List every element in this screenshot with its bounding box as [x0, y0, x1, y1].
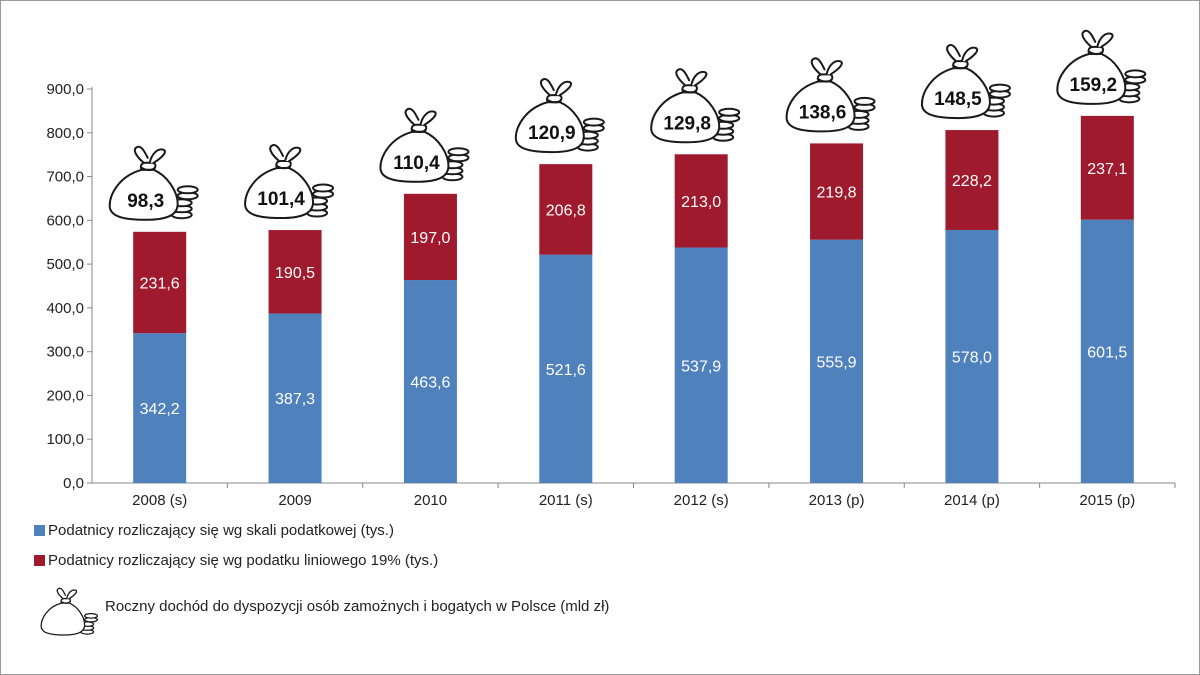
data-label-liniowy: 219,8 — [817, 185, 857, 202]
bag-value-label: 138,6 — [799, 102, 847, 123]
bar-segment-skala — [945, 229, 999, 483]
data-label-liniowy: 206,8 — [546, 202, 586, 219]
data-label-skala: 463,6 — [410, 375, 450, 392]
x-tick-label: 2013 (p) — [809, 492, 865, 509]
bar-segment-skala — [268, 313, 322, 483]
legend-item-liniowy: Podatnicy rozliczający się wg podatku li… — [34, 552, 438, 569]
legend-label-bag: Roczny dochód do dyspozycji osób zamożny… — [105, 598, 610, 615]
data-label-liniowy: 228,2 — [952, 173, 992, 190]
legend-label-liniowy: Podatnicy rozliczający się wg podatku li… — [48, 552, 439, 569]
bar-segment-liniowy — [945, 130, 999, 230]
bar-segment-skala — [539, 254, 593, 483]
y-tick-label: 300,0 — [46, 344, 84, 361]
legend-item-skala: Podatnicy rozliczający się wg skali poda… — [34, 522, 394, 539]
data-label-skala: 342,2 — [140, 401, 180, 418]
data-label-liniowy: 197,0 — [410, 230, 450, 247]
x-tick-label: 2008 (s) — [132, 492, 187, 509]
legend-swatch-blue — [34, 525, 45, 536]
bar-segment-liniowy — [133, 231, 187, 334]
bar-segment-skala — [674, 247, 728, 483]
data-label-skala: 387,3 — [275, 391, 315, 408]
x-tick-label: 2012 (s) — [674, 492, 729, 509]
x-tick-label: 2015 (p) — [1079, 492, 1135, 509]
bar-segment-liniowy — [674, 154, 728, 248]
y-tick-label: 200,0 — [46, 387, 84, 404]
y-tick-label: 600,0 — [46, 212, 84, 229]
bag-value-label: 101,4 — [257, 189, 305, 210]
y-tick-label: 0,0 — [63, 475, 84, 492]
x-tick-label: 2014 (p) — [944, 492, 1000, 509]
data-label-skala: 578,0 — [952, 349, 992, 366]
y-tick-label: 500,0 — [46, 256, 84, 273]
bar-segment-liniowy — [539, 164, 593, 255]
bar-segment-liniowy — [1080, 115, 1134, 220]
y-tick-label: 700,0 — [46, 169, 84, 186]
data-label-skala: 537,9 — [681, 358, 721, 375]
data-label-liniowy: 213,0 — [681, 194, 721, 211]
y-tick-label: 800,0 — [46, 125, 84, 142]
bar-segment-liniowy — [268, 230, 322, 314]
x-tick-label: 2011 (s) — [539, 492, 593, 509]
data-label-liniowy: 237,1 — [1087, 161, 1127, 178]
data-label-skala: 555,9 — [817, 354, 857, 371]
bar-segment-skala — [133, 333, 187, 483]
x-tick-label: 2009 — [278, 492, 311, 509]
bag-value-label: 98,3 — [127, 191, 164, 212]
y-tick-label: 400,0 — [46, 300, 84, 317]
bar-segment-skala — [810, 239, 864, 483]
legend-item-bag: Roczny dochód do dyspozycji osób zamożny… — [105, 598, 609, 615]
y-tick-label: 900,0 — [46, 81, 84, 98]
bar-segment-skala — [403, 280, 457, 483]
data-label-skala: 601,5 — [1087, 344, 1127, 361]
data-label-liniowy: 190,5 — [275, 265, 315, 282]
legend-label-skala: Podatnicy rozliczający się wg skali poda… — [48, 522, 394, 539]
bar-segment-liniowy — [403, 193, 457, 281]
legend-swatch-red — [34, 555, 45, 566]
bag-value-label: 159,2 — [1070, 75, 1118, 96]
bag-value-label: 129,8 — [663, 113, 711, 134]
x-tick-label: 2010 — [414, 492, 447, 509]
y-tick-label: 100,0 — [46, 431, 84, 448]
bag-value-label: 120,9 — [528, 123, 576, 144]
money-bag-icon — [40, 587, 99, 636]
bar-segment-skala — [1080, 219, 1134, 483]
data-label-skala: 521,6 — [546, 362, 586, 379]
bar-segment-liniowy — [810, 143, 864, 240]
bag-value-label: 110,4 — [393, 153, 440, 174]
bag-value-label: 148,5 — [934, 89, 982, 110]
data-label-liniowy: 231,6 — [140, 275, 180, 292]
